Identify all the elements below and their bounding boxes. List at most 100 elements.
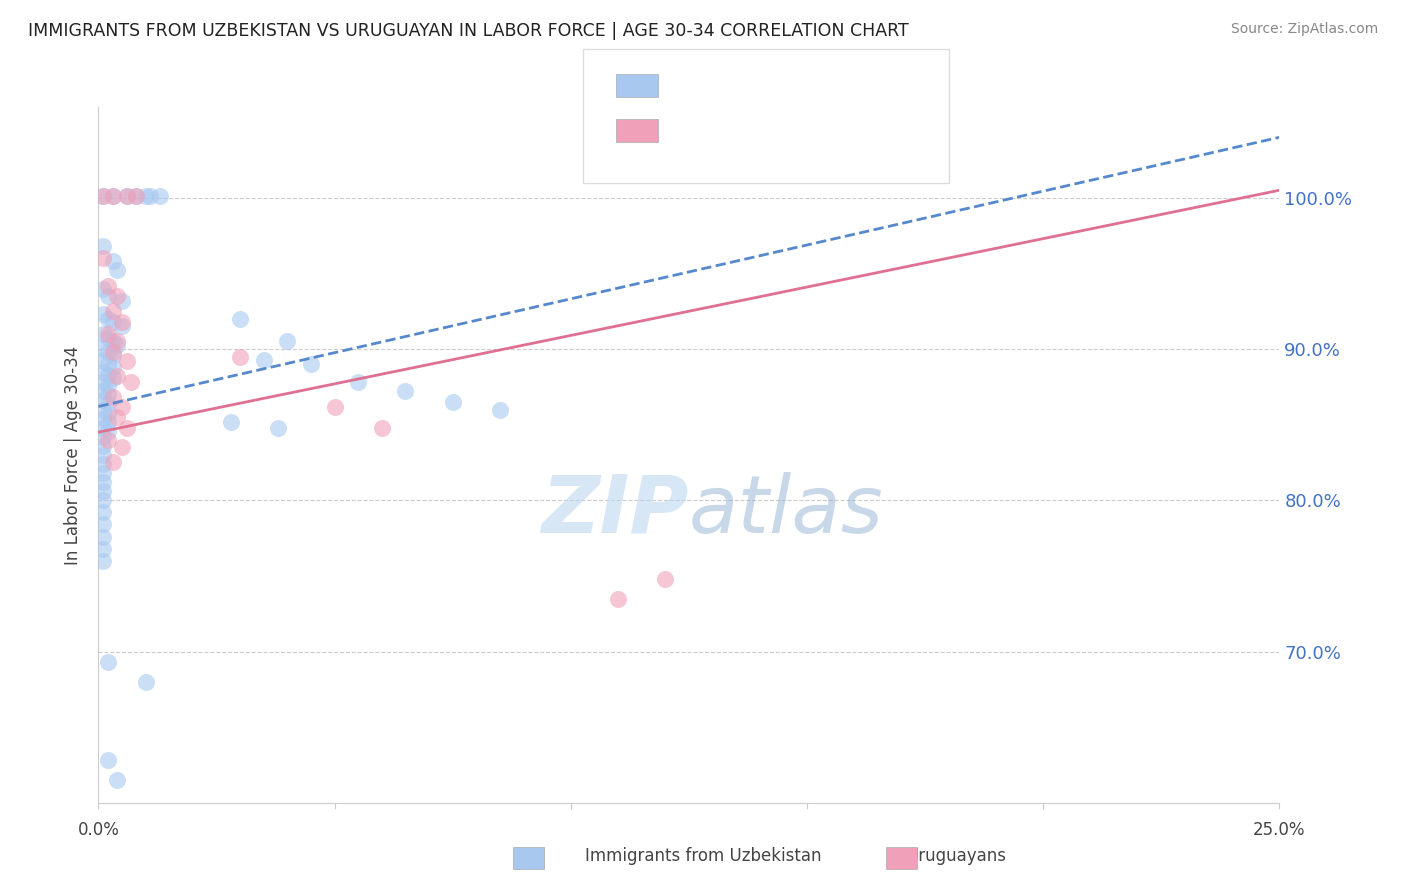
Point	[91, 189, 114, 203]
Point	[125, 189, 148, 203]
Point	[91, 384, 114, 399]
Point	[91, 439, 114, 453]
Point	[111, 319, 134, 334]
Point	[97, 331, 120, 345]
Point	[91, 430, 114, 444]
Point	[607, 591, 630, 606]
Point	[149, 189, 172, 203]
Text: Uruguayans: Uruguayans	[905, 847, 1007, 865]
Point	[91, 505, 114, 519]
Point	[91, 517, 114, 532]
Point	[91, 475, 114, 490]
Point	[97, 415, 120, 429]
Point	[91, 541, 114, 556]
Point	[97, 387, 120, 401]
Point	[111, 441, 134, 455]
Point	[101, 189, 124, 203]
Point	[91, 493, 114, 508]
Point	[91, 457, 114, 471]
Text: 82: 82	[830, 76, 855, 94]
Text: 0.286: 0.286	[721, 120, 779, 138]
Text: IMMIGRANTS FROM UZBEKISTAN VS URUGUAYAN IN LABOR FORCE | AGE 30-34 CORRELATION C: IMMIGRANTS FROM UZBEKISTAN VS URUGUAYAN …	[28, 22, 908, 40]
Point	[101, 315, 124, 329]
Point	[91, 307, 114, 321]
Point	[91, 484, 114, 499]
Point	[91, 420, 114, 434]
Point	[97, 754, 120, 768]
Text: atlas: atlas	[689, 472, 884, 549]
Text: ZIP: ZIP	[541, 472, 689, 549]
Point	[101, 360, 124, 375]
Point	[91, 252, 114, 266]
Text: 25.0%: 25.0%	[1253, 821, 1306, 839]
Point	[105, 410, 128, 425]
Point	[101, 304, 124, 318]
Point	[111, 315, 134, 329]
Point	[111, 400, 134, 414]
Point	[229, 350, 252, 364]
Point	[91, 281, 114, 295]
Point	[97, 368, 120, 382]
Point	[101, 254, 124, 268]
Point	[97, 357, 120, 371]
Point	[101, 391, 124, 405]
Point	[135, 189, 157, 203]
Point	[115, 189, 138, 203]
Point	[489, 402, 512, 417]
Point	[441, 395, 464, 409]
Point	[91, 239, 114, 253]
Point	[267, 420, 290, 434]
Point	[97, 433, 120, 447]
Text: 29: 29	[830, 120, 855, 138]
Text: 0.132: 0.132	[721, 76, 778, 94]
Point	[101, 345, 124, 359]
Point	[91, 189, 114, 203]
Point	[91, 402, 114, 417]
Point	[97, 396, 120, 410]
Point	[91, 342, 114, 356]
Text: 0.0%: 0.0%	[77, 821, 120, 839]
Point	[97, 326, 120, 341]
Point	[97, 406, 120, 420]
Point	[91, 393, 114, 408]
Point	[299, 357, 322, 371]
Point	[97, 378, 120, 392]
Point	[139, 189, 162, 203]
Point	[91, 365, 114, 379]
Point	[115, 189, 138, 203]
Point	[91, 530, 114, 544]
Y-axis label: In Labor Force | Age 30-34: In Labor Force | Age 30-34	[65, 345, 83, 565]
Point	[105, 289, 128, 303]
Point	[323, 400, 346, 414]
Point	[105, 263, 128, 277]
Text: R =: R =	[669, 120, 703, 138]
Point	[91, 354, 114, 368]
Point	[394, 384, 416, 399]
Point	[253, 352, 276, 367]
Text: Source: ZipAtlas.com: Source: ZipAtlas.com	[1230, 22, 1378, 37]
Point	[91, 411, 114, 425]
Point	[229, 311, 252, 326]
Point	[135, 674, 157, 689]
Point	[97, 424, 120, 438]
Point	[115, 354, 138, 368]
Point	[105, 334, 128, 349]
Point	[101, 334, 124, 349]
Point	[101, 189, 124, 203]
Text: R =: R =	[669, 76, 703, 94]
Point	[347, 376, 370, 390]
Point	[101, 455, 124, 469]
Point	[97, 278, 120, 293]
Text: N =: N =	[785, 76, 818, 94]
Text: Immigrants from Uzbekistan: Immigrants from Uzbekistan	[585, 847, 821, 865]
Point	[105, 773, 128, 788]
Point	[97, 289, 120, 303]
Point	[276, 334, 298, 349]
Point	[111, 293, 134, 308]
Point	[101, 348, 124, 362]
Point	[105, 369, 128, 384]
Point	[125, 189, 148, 203]
Point	[97, 655, 120, 669]
Point	[97, 311, 120, 326]
Point	[91, 326, 114, 341]
